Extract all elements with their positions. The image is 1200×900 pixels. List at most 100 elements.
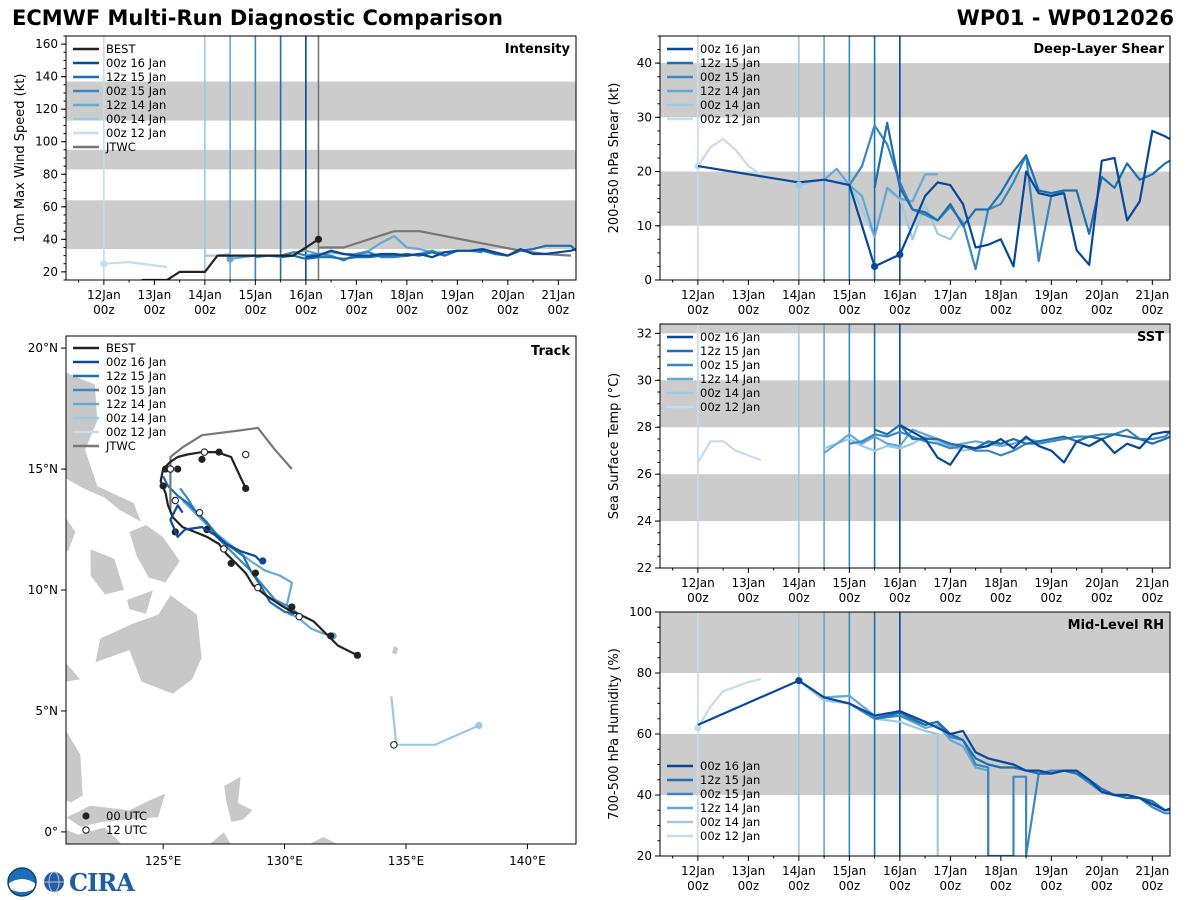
rh-xtick-date: 17Jan <box>933 864 967 878</box>
track-ytick-label: 0° <box>44 825 58 839</box>
intensity-ytick-label: 60 <box>43 200 58 214</box>
storm-id-title: WP01 - WP012026 <box>956 6 1174 30</box>
intensity-ytick-label: 120 <box>35 102 58 116</box>
intensity-xtick-date: 19Jan <box>440 288 474 302</box>
cira-logo-wordmark: CIRA <box>69 867 135 897</box>
rh-xtick-hour: 00z <box>788 879 810 893</box>
land-mass <box>66 371 142 523</box>
intensity-xtick-date: 15Jan <box>238 288 272 302</box>
rh-xtick-hour: 00z <box>738 879 760 893</box>
shear-xtick-hour: 00z <box>687 303 709 317</box>
track-xtick-label: 135°E <box>388 854 425 868</box>
shear-xtick-date: 19Jan <box>1034 288 1068 302</box>
shear-ytick-label: 30 <box>637 110 652 124</box>
sst-legend-label-r12z14: 12z 14 Jan <box>700 372 760 386</box>
rh-ytick-label: 100 <box>629 605 652 619</box>
track-dot-00utc <box>327 632 335 640</box>
land-mass <box>391 645 400 656</box>
land-mass <box>66 792 167 828</box>
track-legend-label-r00z15: 00z 15 Jan <box>106 383 166 397</box>
shear-legend-label-r00z16: 00z 16 Jan <box>700 42 760 56</box>
shear-xtick-date: 12Jan <box>681 288 715 302</box>
track-dot-12utc <box>254 583 262 592</box>
land-mass <box>126 589 154 615</box>
intensity-ytick-label: 100 <box>35 135 58 149</box>
intensity-series-r00z16 <box>305 248 576 259</box>
shear-marker-r00z16 <box>896 250 904 259</box>
rh-legend-label-r12z15: 12z 15 Jan <box>700 773 760 787</box>
rh-ytick-label: 40 <box>637 788 652 802</box>
land-mass <box>223 775 254 823</box>
rh-series-r12z14 <box>824 694 990 856</box>
intensity-series-r00z12 <box>103 261 168 269</box>
land-mass <box>66 662 82 683</box>
shear-xtick-date: 14Jan <box>782 288 816 302</box>
intensity-marker-r00z12 <box>100 260 108 268</box>
rh-xtick-date: 15Jan <box>832 864 866 878</box>
land-mass <box>66 729 84 804</box>
shear-marker-r00z16 <box>871 262 879 271</box>
intensity-xtick-date: 20Jan <box>491 288 525 302</box>
track-dot-12utc <box>166 465 175 473</box>
rh-xtick-date: 16Jan <box>883 864 917 878</box>
sst-ytick-label: 22 <box>637 561 652 575</box>
intensity-series-r12z15 <box>280 244 576 260</box>
track-title: Track <box>531 344 570 359</box>
track-dot-12utc <box>295 612 303 621</box>
sst-ytick-label: 30 <box>637 373 652 387</box>
intensity-legend-label-jtwc: JTWC <box>105 140 136 154</box>
sst-band <box>660 324 1170 334</box>
shear-marker-r00z14 <box>795 181 803 189</box>
shear-xtick-date: 16Jan <box>883 288 917 302</box>
rh-marker-r00z12 <box>694 724 702 732</box>
track-legend-label-r12z14: 12z 14 Jan <box>106 397 166 411</box>
rh-legend-label-r12z14: 12z 14 Jan <box>700 801 760 815</box>
sst-xtick-date: 21Jan <box>1135 576 1169 590</box>
sst-xtick-date: 16Jan <box>883 576 917 590</box>
sst-series-r00z15 <box>849 428 1170 457</box>
shear-legend-label-r12z14: 12z 14 Jan <box>700 84 760 98</box>
track-dot-00utc <box>227 559 235 567</box>
sst-ytick-label: 32 <box>637 326 652 340</box>
rh-xtick-hour: 00z <box>839 879 861 893</box>
track-ytick-label: 5°N <box>35 704 58 718</box>
shear-xtick-date: 20Jan <box>1085 288 1119 302</box>
track-legend-label-r00z16: 00z 16 Jan <box>106 355 166 369</box>
shear-xtick-hour: 00z <box>839 303 861 317</box>
intensity-band <box>66 149 576 170</box>
shear-xtick-hour: 00z <box>889 303 911 317</box>
track-dot-12utc <box>220 545 228 553</box>
sst-panel: 22242628303212Jan00z13Jan00z14Jan00z15Ja… <box>607 323 1171 605</box>
noaa-emblem-icon <box>7 867 37 897</box>
land-mass <box>66 516 77 552</box>
sst-series-r00z12 <box>696 440 762 463</box>
sst-xtick-hour: 00z <box>889 591 911 605</box>
land-mass <box>128 524 181 584</box>
rh-plot-area <box>660 612 1170 856</box>
shear-legend-label-r00z12: 00z 12 Jan <box>700 112 760 126</box>
sst-xtick-hour: 00z <box>687 591 709 605</box>
intensity-xtick-hour: 00z <box>497 303 519 317</box>
track-dot-00utc <box>198 455 206 463</box>
intensity-xtick-date: 14Jan <box>188 288 222 302</box>
cira-logo: CIRA <box>5 866 135 898</box>
shear-plot-area <box>660 36 1170 280</box>
track-legend-label-r00z14: 00z 14 Jan <box>106 411 166 425</box>
sst-xtick-hour: 00z <box>839 591 861 605</box>
globe-emblem-icon <box>44 871 64 893</box>
shear-xtick-hour: 00z <box>738 303 760 317</box>
shear-ytick-label: 0 <box>644 273 652 287</box>
shear-xtick-date: 21Jan <box>1135 288 1169 302</box>
intensity-ylabel: 10m Max Wind Speed (kt) <box>13 74 28 243</box>
rh-panel: 2040608010012Jan00z13Jan00z14Jan00z15Jan… <box>607 605 1171 893</box>
shear-legend-label-r12z15: 12z 15 Jan <box>700 56 760 70</box>
track-dot-00utc <box>242 484 250 492</box>
sst-xtick-hour: 00z <box>990 591 1012 605</box>
intensity-xtick-hour: 00z <box>194 303 216 317</box>
intensity-ytick-label: 40 <box>43 232 58 246</box>
shear-series-r12z15 <box>873 121 1170 235</box>
sst-xtick-date: 20Jan <box>1085 576 1119 590</box>
rh-series-r00z14 <box>798 679 939 856</box>
track-xtick-label: 130°E <box>266 854 303 868</box>
sst-band <box>660 474 1170 522</box>
